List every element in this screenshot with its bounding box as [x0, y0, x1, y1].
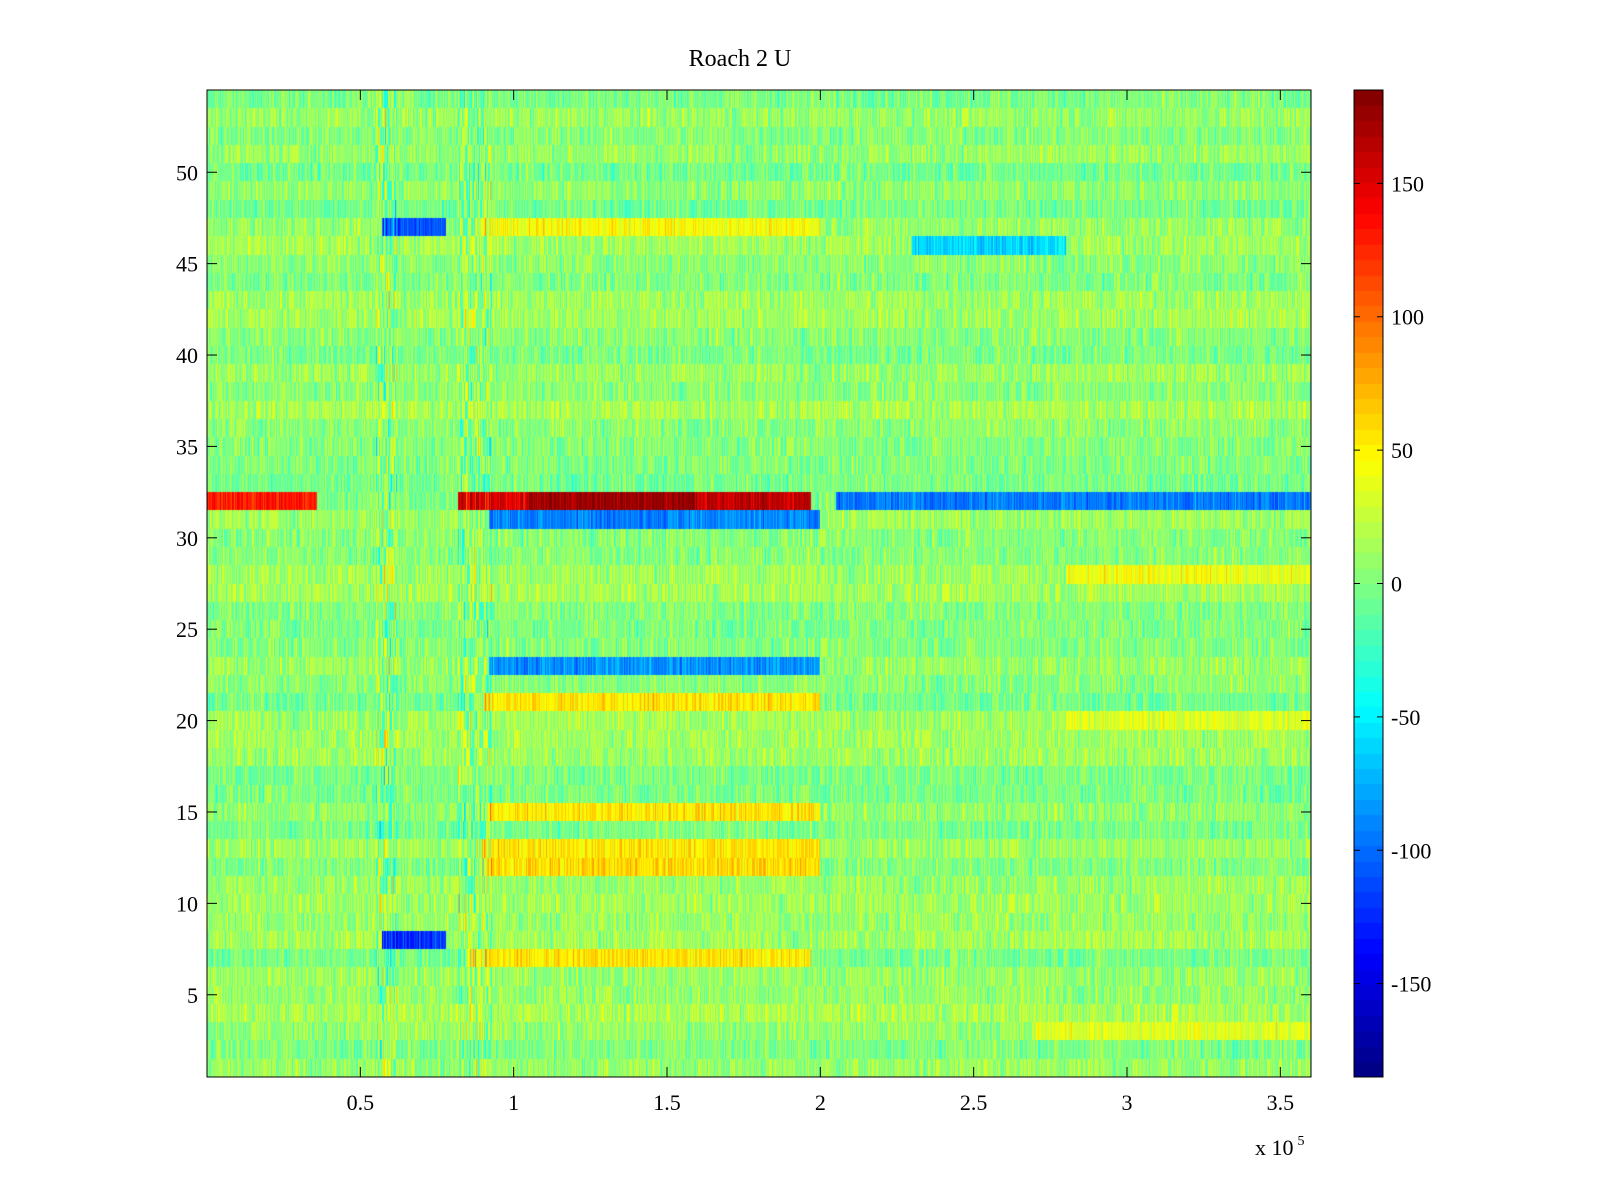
x-axis-exponent: x 10 5: [1255, 1134, 1305, 1160]
x-exponent-base: x 10: [1255, 1135, 1294, 1160]
x-tick-label: 3: [1122, 1090, 1133, 1115]
x-tick-label: 3.5: [1267, 1090, 1295, 1115]
plot-area: 0.5 1 1.5 2 2.5 3 3.5 5 10 15 20 25 30 35 40 45 50 x 10…: [176, 89, 1312, 1160]
x-exponent-power: 5: [1298, 1134, 1305, 1149]
x-axis: 0.5 1 1.5 2 2.5 3 3.5: [347, 90, 1295, 1115]
y-tick-label: 45: [176, 252, 198, 277]
heatmap-surface: [207, 90, 1311, 1077]
chart-title: Roach 2 U: [689, 46, 792, 72]
y-tick-label: 20: [176, 709, 198, 734]
y-tick-label: 35: [176, 434, 198, 459]
colorbar-tick-label: 0: [1391, 572, 1402, 597]
x-tick-label: 2: [815, 1090, 826, 1115]
colorbar-tick-label: -150: [1391, 972, 1431, 997]
colorbar: -150 -100 -50 0 50 100 150: [1353, 89, 1431, 1078]
colorbar-tick-label: -50: [1391, 705, 1420, 730]
y-tick-label: 30: [176, 526, 198, 551]
y-tick-label: 40: [176, 343, 198, 368]
y-tick-label: 5: [187, 983, 198, 1008]
x-tick-label: 2.5: [960, 1090, 988, 1115]
colorbar-tick-label: 50: [1391, 438, 1413, 463]
y-tick-label: 10: [176, 891, 198, 916]
x-tick-label: 1: [508, 1090, 519, 1115]
colorbar-axis: -150 -100 -50 0 50 100 150: [1354, 171, 1431, 997]
x-tick-label: 0.5: [347, 1090, 375, 1115]
colorbar-tick-label: 150: [1391, 171, 1424, 196]
colorbar-tick-label: -100: [1391, 838, 1431, 863]
plot-frame: [206, 89, 1312, 1078]
y-tick-label: 15: [176, 800, 198, 825]
y-axis: 5 10 15 20 25 30 35 40 45 50: [176, 160, 1311, 1008]
colorbar-tick-label: 100: [1391, 305, 1424, 330]
y-tick-label: 25: [176, 617, 198, 642]
y-tick-label: 50: [176, 160, 198, 185]
x-tick-label: 1.5: [653, 1090, 681, 1115]
